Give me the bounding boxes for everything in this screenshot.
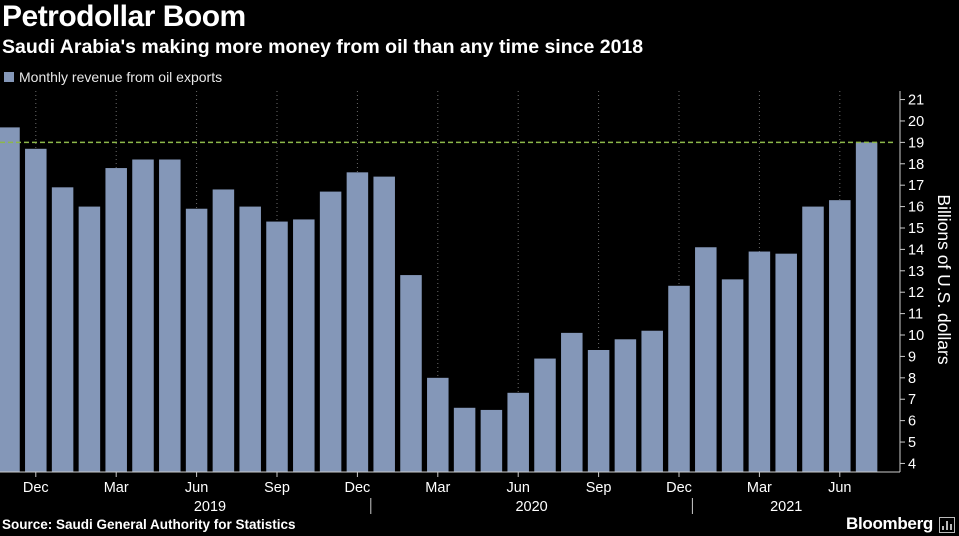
bar (159, 159, 181, 472)
y-tick-label: 18 (908, 157, 924, 173)
bar (105, 168, 127, 472)
x-tick-label: Mar (747, 480, 772, 496)
y-axis-title: Billions of U.S. dollars (934, 194, 954, 364)
bar (319, 191, 342, 472)
bar (561, 332, 583, 472)
y-tick-label: 16 (908, 200, 924, 216)
source-note: Source: Saudi General Authority for Stat… (2, 517, 296, 532)
bar (293, 219, 315, 472)
bar (534, 358, 556, 472)
bar (829, 200, 851, 473)
brand-logo: Bloomberg (845, 514, 933, 533)
bar (239, 206, 261, 472)
x-tick-label: Jun (828, 480, 851, 496)
y-tick-label: 9 (908, 349, 916, 365)
bar (480, 409, 503, 472)
x-tick-label: Jun (507, 480, 530, 496)
bar (748, 251, 771, 472)
y-tick-label: 20 (908, 114, 924, 130)
bar (668, 285, 690, 472)
y-tick-label: 11 (908, 307, 923, 323)
legend: Monthly revenue from oil exports (4, 69, 222, 85)
y-tick-label: 7 (908, 392, 916, 408)
bar (373, 176, 395, 472)
chart-title: Petrodollar Boom (2, 0, 246, 33)
y-tick-label: 19 (908, 135, 924, 151)
year-label: 2020 (515, 499, 547, 515)
bar (400, 275, 422, 472)
x-tick-label: Sep (586, 480, 612, 496)
bar (802, 206, 824, 472)
bar (427, 377, 449, 472)
bar (507, 392, 529, 472)
y-tick-label: 6 (908, 414, 916, 430)
year-label: 2019 (194, 499, 226, 515)
bar (346, 172, 369, 472)
y-tick-label: 4 (908, 456, 916, 472)
y-tick-label: 12 (908, 285, 924, 301)
bar (855, 142, 878, 472)
bar (78, 206, 101, 472)
bar (641, 330, 663, 472)
bar-chart-icon (939, 517, 955, 533)
year-label: 2021 (770, 499, 802, 515)
bar (587, 349, 610, 472)
y-tick-label: 5 (908, 435, 916, 451)
bar (721, 279, 744, 472)
bar (25, 148, 47, 473)
bar (695, 247, 717, 472)
y-tick-label: 17 (908, 178, 924, 194)
x-tick-label: Dec (345, 480, 371, 496)
bar (775, 253, 797, 472)
y-tick-label: 21 (908, 93, 924, 109)
bar (0, 127, 20, 473)
bar (453, 407, 476, 472)
x-tick-label: Sep (264, 480, 290, 496)
y-tick-label: 8 (908, 371, 916, 387)
y-tick-label: 15 (908, 221, 924, 237)
bar (266, 221, 288, 472)
x-tick-label: Mar (104, 480, 129, 496)
bar (212, 189, 235, 472)
x-tick-label: Dec (23, 480, 49, 496)
y-tick-label: 10 (908, 328, 924, 344)
y-tick-label: 14 (908, 242, 924, 258)
bar (51, 187, 74, 472)
bar (185, 208, 208, 472)
y-tick-label: 13 (908, 264, 924, 280)
legend-swatch (4, 72, 14, 82)
chart-subtitle: Saudi Arabia's making more money from oi… (2, 36, 644, 58)
bar (614, 339, 637, 472)
x-tick-label: Dec (666, 480, 692, 496)
x-tick-label: Jun (185, 480, 208, 496)
bar (132, 159, 154, 472)
x-tick-label: Mar (425, 480, 450, 496)
legend-label: Monthly revenue from oil exports (19, 69, 223, 85)
